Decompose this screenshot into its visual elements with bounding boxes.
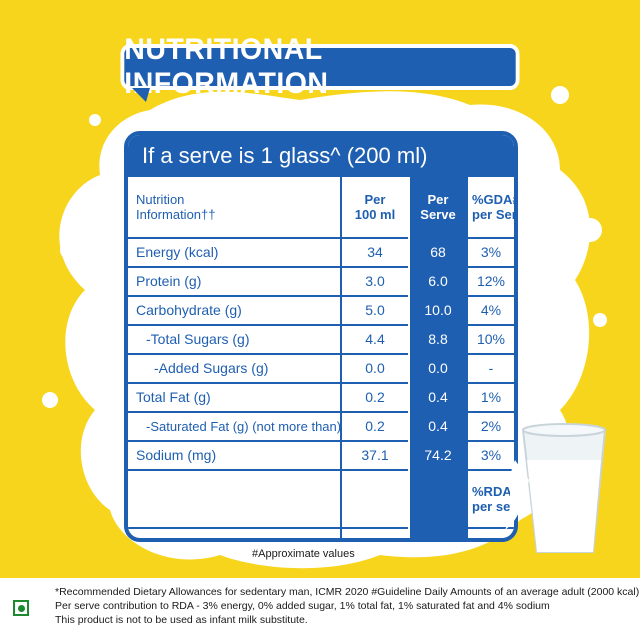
row-per100: 3.0 (340, 266, 409, 296)
row-serve: 6.0 (408, 266, 467, 296)
page-title: NUTRITIONAL INFORMATION (120, 33, 520, 100)
row-name: -Saturated Fat (g) (not more than) (128, 411, 341, 441)
header-rda-per-serve: %RDA* per serve (466, 469, 514, 528)
row-rda: 19% (466, 527, 514, 538)
table-row: Protein (g) 3.0 6.0 12% (128, 266, 514, 296)
veg-mark-icon (13, 600, 29, 616)
row-per100: 37.1 (340, 440, 409, 470)
row-per100: 98.0 (340, 527, 409, 538)
row-per100: 0.2 (340, 382, 409, 412)
row-per100: 0.2 (340, 411, 409, 441)
row-gda: 1% (466, 382, 514, 412)
table-row: -Added Sugars (g) 0.0 0.0 - (128, 353, 514, 383)
table-row: Total Fat (g) 0.2 0.4 1% (128, 382, 514, 412)
row-gda: 12% (466, 266, 514, 296)
milk-glass-icon (505, 423, 607, 553)
footnote-line: This product is not to be used as infant… (55, 614, 308, 626)
table-row-calcium: Calcium (mg) 98.0 196.0 19% (128, 527, 514, 538)
veg-mark-dot (17, 604, 25, 612)
table-row: Sodium (mg) 37.1 74.2 3% (128, 440, 514, 470)
row-name: -Total Sugars (g) (128, 324, 341, 354)
row-per100: 34 (340, 237, 409, 267)
row-serve: 0.0 (408, 353, 467, 383)
footer (0, 578, 640, 640)
table-row: Energy (kcal) 34 68 3% (128, 237, 514, 267)
footnote-line: *Recommended Dietary Allowances for sede… (55, 586, 640, 598)
row-name: -Added Sugars (g) (128, 353, 341, 383)
header-name-line1: Nutrition (136, 192, 185, 207)
header-per-serve: Per Serve (408, 177, 467, 238)
row-gda: 4% (466, 295, 514, 325)
header-per-100ml: Per 100 ml (340, 177, 409, 238)
row-gda: - (466, 353, 514, 383)
header-serve-line2: Serve (420, 207, 456, 222)
row-gda: 2% (466, 411, 514, 441)
nutrition-table: Nutrition Information†† Per 100 ml Per S… (128, 177, 514, 538)
row-serve: 196.0 (408, 527, 467, 538)
footnotes: *Recommended Dietary Allowances for sede… (55, 585, 639, 627)
row-serve: 0.4 (408, 382, 467, 412)
rda-empty-name (128, 469, 341, 528)
header-nutrition-information: Nutrition Information†† (128, 177, 341, 238)
serve-size-header: If a serve is 1 glass^ (200 ml) (128, 135, 514, 177)
row-name: Protein (g) (128, 266, 341, 296)
row-gda: 10% (466, 324, 514, 354)
row-name: Total Fat (g) (128, 382, 341, 412)
row-per100: 4.4 (340, 324, 409, 354)
row-per100: 0.0 (340, 353, 409, 383)
row-gda: 3% (466, 440, 514, 470)
header-gda-line2: per Serve (472, 207, 514, 222)
header-per100-line2: 100 ml (354, 207, 396, 222)
header-serve-line1: Per (427, 192, 449, 207)
footnote-line: Per serve contribution to RDA - 3% energ… (55, 600, 550, 612)
row-serve: 10.0 (408, 295, 467, 325)
header-gda-per-serve: %GDA# per Serve (466, 177, 514, 238)
nutrition-table-card: If a serve is 1 glass^ (200 ml) Nutritio… (124, 131, 518, 542)
table-row: -Saturated Fat (g) (not more than) 0.2 0… (128, 411, 514, 441)
row-name: Sodium (mg) (128, 440, 341, 470)
row-serve: 74.2 (408, 440, 467, 470)
row-name: Carbohydrate (g) (128, 295, 341, 325)
header-gda-line1: %GDA# (472, 192, 514, 207)
rda-empty-serve (408, 469, 467, 528)
approximate-values-note: #Approximate values (252, 548, 355, 560)
table-row: Carbohydrate (g) 5.0 10.0 4% (128, 295, 514, 325)
row-serve: 8.8 (408, 324, 467, 354)
rda-header-line2: per serve (472, 499, 514, 514)
row-name: Calcium (mg) (128, 527, 341, 538)
rda-empty-per100 (340, 469, 409, 528)
row-name: Energy (kcal) (128, 237, 341, 267)
table-header-row: Nutrition Information†† Per 100 ml Per S… (128, 177, 514, 238)
rda-header-row: %RDA* per serve (128, 469, 514, 528)
header-per100-line1: Per (364, 192, 386, 207)
row-per100: 5.0 (340, 295, 409, 325)
row-serve: 68 (408, 237, 467, 267)
row-gda: 3% (466, 237, 514, 267)
table-row: -Total Sugars (g) 4.4 8.8 10% (128, 324, 514, 354)
title-badge-tail (132, 88, 150, 102)
header-name-line2: Information†† (136, 207, 216, 222)
rda-header-line1: %RDA* (472, 484, 514, 499)
row-serve: 0.4 (408, 411, 467, 441)
